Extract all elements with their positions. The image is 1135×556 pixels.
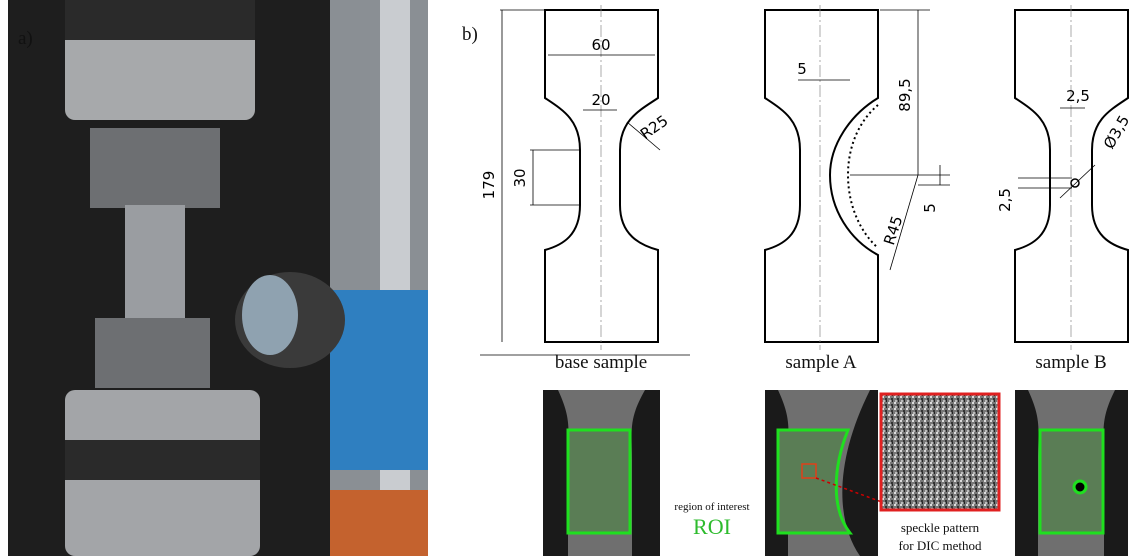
- photo: [8, 0, 428, 556]
- dimension: 30: [511, 168, 529, 187]
- roi-caption: region of interest: [674, 501, 749, 513]
- dimension: 60: [591, 36, 610, 54]
- panel-label: b): [462, 24, 478, 45]
- dimension: 2,5: [996, 188, 1014, 212]
- dimension: 20: [591, 91, 610, 109]
- sample-b-drawing: [1015, 5, 1128, 350]
- speckle-caption: speckle pattern: [901, 520, 980, 535]
- dimension: 5: [921, 203, 939, 213]
- dimension: 2,5: [1066, 87, 1090, 105]
- sample-label: base sample: [555, 352, 647, 373]
- dimension: R25: [637, 112, 672, 144]
- dimension: R45: [880, 214, 906, 248]
- sample-label: sample A: [785, 352, 857, 373]
- panel-label: a): [18, 28, 33, 49]
- dimension: Ø3,5: [1100, 112, 1133, 152]
- dimension: 179: [480, 171, 498, 200]
- speckle-caption: for DIC method: [898, 538, 982, 553]
- dic-images: [543, 390, 1128, 556]
- dimension: 89,5: [896, 78, 914, 111]
- sample-a-drawing: [765, 5, 950, 350]
- dimension: 5: [797, 60, 807, 78]
- roi-label: ROI: [693, 514, 731, 539]
- sample-label: sample B: [1035, 352, 1106, 373]
- figure: a) b) 60 20 R25 30 179 base sample 5 89,…: [0, 0, 1135, 556]
